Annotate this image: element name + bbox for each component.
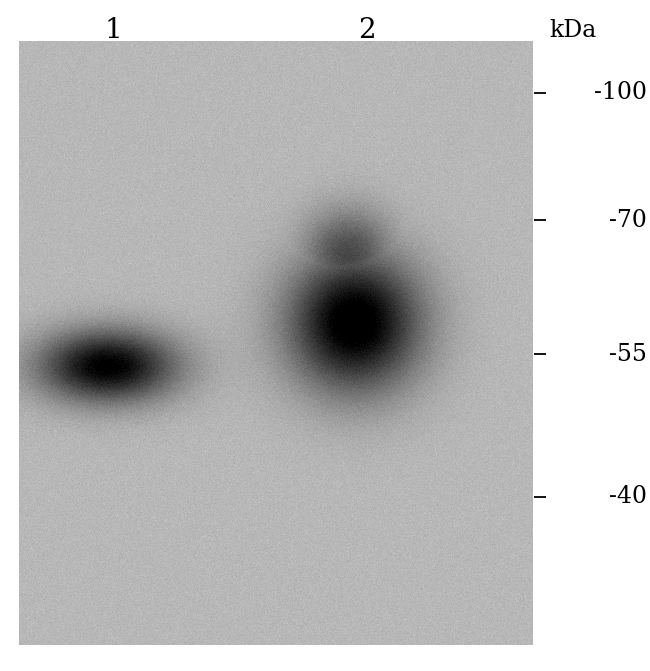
Text: 2: 2: [358, 17, 376, 44]
Text: -40: -40: [609, 485, 647, 508]
Text: -55: -55: [609, 343, 647, 366]
Text: -70: -70: [609, 209, 647, 231]
Text: 1: 1: [105, 17, 123, 44]
Text: -100: -100: [593, 81, 647, 104]
Text: kDa: kDa: [550, 19, 597, 42]
